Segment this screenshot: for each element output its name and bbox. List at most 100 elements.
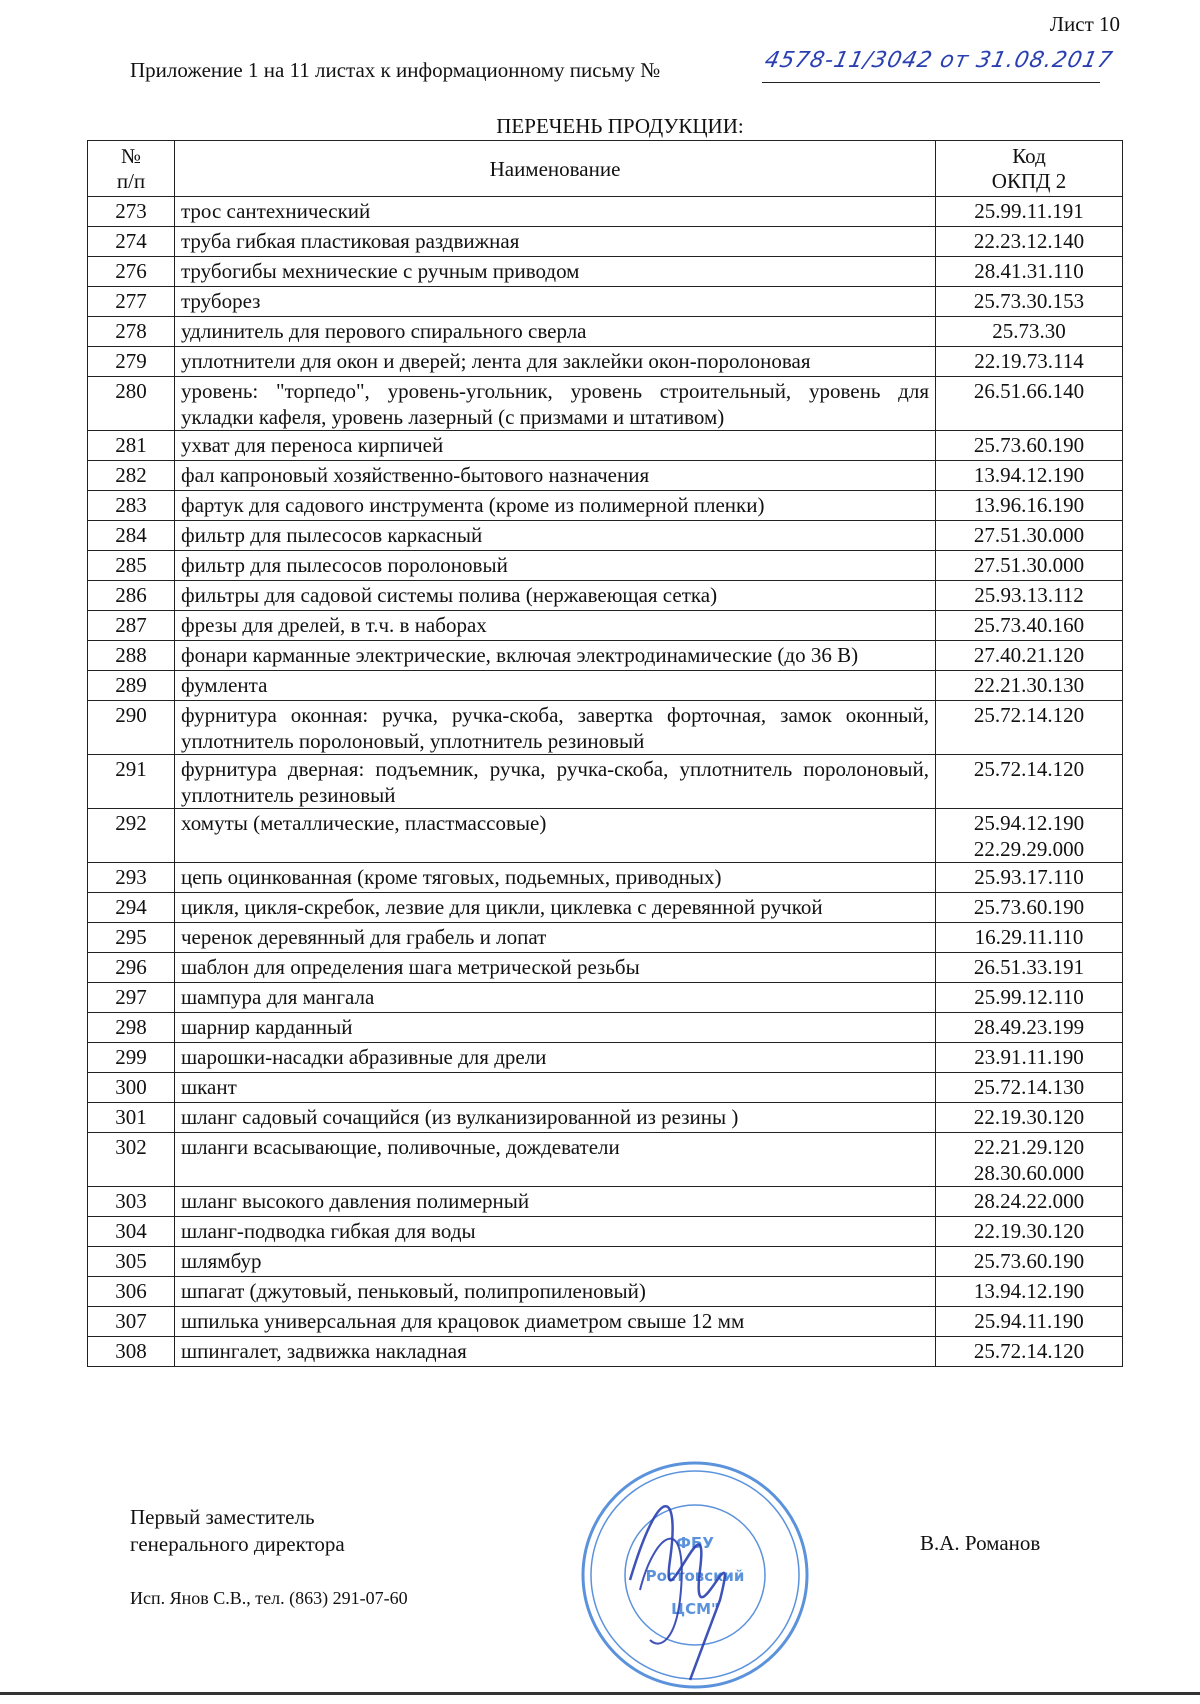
row-number: 280 <box>87 376 175 431</box>
table-row: 289 фумлента 22.21.30.130 <box>87 670 1123 701</box>
okpd-code-cell: 28.24.22.000 <box>935 1186 1123 1217</box>
product-name: фумлента <box>174 670 936 701</box>
appendix-caption: Приложение 1 на 11 листах к информационн… <box>130 58 661 82</box>
product-name: цепь оцинкованная (кроме тяговых, подьем… <box>174 862 936 893</box>
okpd-code: 25.73.60.190 <box>973 433 1085 457</box>
okpd-code: 25.73.60.190 <box>973 1249 1085 1273</box>
okpd-code: 23.91.11.190 <box>974 1045 1084 1069</box>
okpd-code: 27.40.21.120 <box>973 643 1085 667</box>
okpd-code-cell: 25.93.17.110 <box>935 862 1123 893</box>
okpd-code-cell: 25.93.13.112 <box>935 580 1123 611</box>
okpd-code: 25.73.40.160 <box>973 613 1085 637</box>
product-name: фильтры для садовой системы полива (нерж… <box>174 580 936 611</box>
header-num-line2: п/п <box>116 169 146 193</box>
table-row: 294 цикля, цикля-скребок, лезвие для цикл… <box>87 892 1123 923</box>
table-row: 296 шаблон для определения шага метрическ… <box>87 952 1123 983</box>
row-number: 306 <box>87 1276 175 1307</box>
table-row: 290 фурнитура оконная: ручка, ручка-скоба… <box>87 700 1123 755</box>
row-number: 282 <box>87 460 175 491</box>
header-code-line2: ОКПД 2 <box>991 169 1067 193</box>
okpd-code-cell: 28.41.31.110 <box>935 256 1123 287</box>
okpd-code-cell: 25.73.60.190 <box>935 1246 1123 1277</box>
okpd-code: 13.94.12.190 <box>973 463 1085 487</box>
okpd-code: 22.21.29.120 <box>973 1135 1085 1159</box>
okpd-code: 25.72.14.130 <box>973 1075 1085 1099</box>
row-number: 281 <box>87 430 175 461</box>
okpd-code-cell: 26.51.33.191 <box>935 952 1123 983</box>
table-row: 277 труборез 25.73.30.153 <box>87 286 1123 317</box>
okpd-code: 16.29.11.110 <box>974 925 1084 949</box>
signatory-position: Первый заместитель генерального директор… <box>130 1504 345 1558</box>
okpd-code: 25.93.13.112 <box>974 583 1084 607</box>
okpd-code: 25.99.11.191 <box>974 199 1084 223</box>
okpd-code: 25.94.11.190 <box>974 1309 1084 1333</box>
table-row: 301 шланг садовый сочащийся (из вулканизи… <box>87 1102 1123 1133</box>
product-name: ухват для переноса кирпичей <box>174 430 936 461</box>
row-number: 307 <box>87 1306 175 1337</box>
table-row: 287 фрезы для дрелей, в т.ч. в наборах 25.… <box>87 610 1123 641</box>
okpd-code-cell: 13.96.16.190 <box>935 490 1123 521</box>
okpd-code: 22.19.30.120 <box>973 1105 1085 1129</box>
scan-edge <box>0 1692 1200 1695</box>
product-name: шарошки-насадки абразивные для дрели <box>174 1042 936 1073</box>
okpd-code: 27.51.30.000 <box>973 523 1085 547</box>
okpd-code: 25.73.30 <box>992 319 1066 343</box>
okpd-code-cell: 25.72.14.120 <box>935 1336 1123 1367</box>
product-name: шланг садовый сочащийся (из вулканизиров… <box>174 1102 936 1133</box>
row-number: 286 <box>87 580 175 611</box>
row-number: 289 <box>87 670 175 701</box>
okpd-code: 25.99.12.110 <box>974 985 1084 1009</box>
okpd-code-cell: 23.91.11.190 <box>935 1042 1123 1073</box>
row-number: 276 <box>87 256 175 287</box>
okpd-code: 25.72.14.120 <box>973 757 1085 781</box>
okpd-code: 28.30.60.000 <box>973 1161 1085 1185</box>
row-number: 304 <box>87 1216 175 1247</box>
table-row: 308 шпингалет, задвижка накладная 25.72.14… <box>87 1336 1123 1367</box>
okpd-code-cell: 22.19.30.120 <box>935 1216 1123 1247</box>
table-row: 302 шланги всасывающие, поливочные, дожде… <box>87 1132 1123 1187</box>
okpd-code: 22.19.73.114 <box>974 349 1084 373</box>
okpd-code: 25.93.17.110 <box>974 865 1084 889</box>
svg-text:Ростовский: Ростовский <box>646 1567 745 1585</box>
okpd-code-cell: 22.23.12.140 <box>935 226 1123 257</box>
handwritten-letter-number: 4578-11/3042 от 31.08.2017 <box>762 48 1116 73</box>
product-name: трос сантехнический <box>174 196 936 227</box>
svg-text:ФБУ: ФБУ <box>676 1534 714 1552</box>
okpd-code: 27.51.30.000 <box>973 553 1085 577</box>
product-name: уплотнители для окон и дверей; лента для… <box>174 346 936 377</box>
row-number: 273 <box>87 196 175 227</box>
okpd-code-cell: 13.94.12.190 <box>935 460 1123 491</box>
row-number: 278 <box>87 316 175 347</box>
executor-contact: Исп. Янов С.В., тел. (863) 291-07-60 <box>130 1588 408 1608</box>
product-name: шпингалет, задвижка накладная <box>174 1336 936 1367</box>
row-number: 308 <box>87 1336 175 1367</box>
table-row: 274 труба гибкая пластиковая раздвижная 22… <box>87 226 1123 257</box>
okpd-code: 25.72.14.120 <box>973 703 1085 727</box>
okpd-code-cell: 25.73.40.160 <box>935 610 1123 641</box>
row-number: 301 <box>87 1102 175 1133</box>
header-code-line1: Код <box>1012 144 1046 168</box>
table-row: 291 фурнитура дверная: подъемник, ручка, … <box>87 754 1123 809</box>
table-row: 280 уровень: "торпедо", уровень-угольник,… <box>87 376 1123 431</box>
row-number: 300 <box>87 1072 175 1103</box>
product-name: фонари карманные электрические, включая … <box>174 640 936 671</box>
product-name: фал капроновый хозяйственно-бытового наз… <box>174 460 936 491</box>
table-row: 285 фильтр для пылесосов поролоновый 27.51… <box>87 550 1123 581</box>
product-name: труборез <box>174 286 936 317</box>
table-row: 299 шарошки-насадки абразивные для дрели 2… <box>87 1042 1123 1073</box>
okpd-code-cell: 25.73.30 <box>935 316 1123 347</box>
table-row: 284 фильтр для пылесосов каркасный 27.51.3… <box>87 520 1123 551</box>
row-number: 297 <box>87 982 175 1013</box>
okpd-code-cell: 16.29.11.110 <box>935 922 1123 953</box>
row-number: 279 <box>87 346 175 377</box>
header-name: Наименование <box>174 140 936 197</box>
product-name: шкант <box>174 1072 936 1103</box>
row-number: 299 <box>87 1042 175 1073</box>
table-row: 292 хомуты (металлические, пластмассовые)… <box>87 808 1123 863</box>
row-number: 305 <box>87 1246 175 1277</box>
letter-number-line <box>762 82 1100 83</box>
okpd-code-cell: 25.72.14.130 <box>935 1072 1123 1103</box>
okpd-code-cell: 26.51.66.140 <box>935 376 1123 431</box>
okpd-code: 13.94.12.190 <box>973 1279 1085 1303</box>
table-row: 300 шкант 25.72.14.130 <box>87 1072 1123 1103</box>
